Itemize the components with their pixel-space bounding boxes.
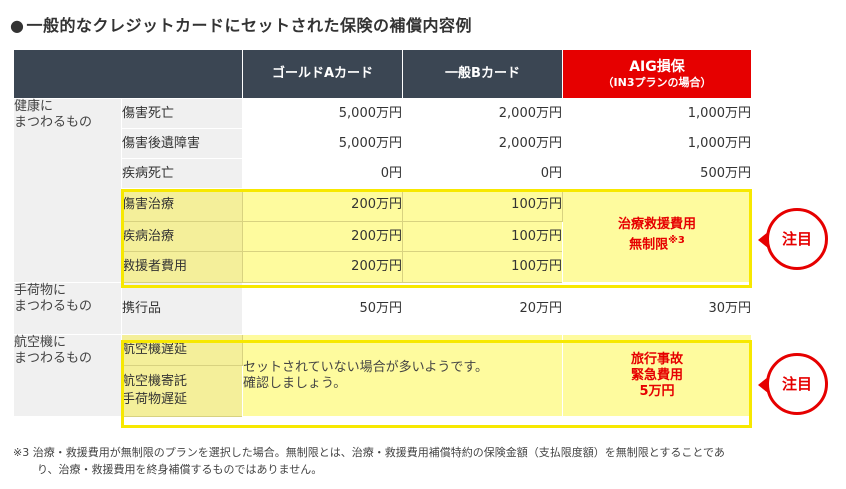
medical-unlimited-cell: 治療救援費用 無制限※3 <box>562 188 752 283</box>
group-baggage: 手荷物に まつわるもの <box>13 282 122 335</box>
row-aig-value: 30万円 <box>562 282 752 335</box>
table-row: 手荷物に まつわるもの 携行品 50万円 20万円 30万円 <box>13 282 752 335</box>
header-aig-main: AIG損保 <box>629 59 685 75</box>
table-row: 航空機寄託 手荷物遅延 <box>14 365 752 417</box>
page-title: ● 一般的なクレジットカードにセットされた保険の補償内容例 <box>10 12 472 36</box>
group-health: 健康に まつわるもの <box>13 98 122 283</box>
row-gold-value: 5,000万円 <box>242 128 403 159</box>
row-item: 携行品 <box>121 282 243 335</box>
table-header-row: ゴールドAカード 一般Bカード AIG損保 （IN3プランの場合） <box>13 49 752 99</box>
row-general-value: 2,000万円 <box>402 128 563 159</box>
travel-emergency-cell: 旅行事故 緊急費用 5万円 <box>562 334 752 417</box>
row-item: 疾病治療 <box>121 221 243 252</box>
row-aig-value: 1,000万円 <box>562 98 752 129</box>
row-item: 傷害治療 <box>121 188 243 222</box>
row-item: 疾病死亡 <box>121 158 243 189</box>
row-aig-value: 500万円 <box>562 158 752 189</box>
table-row: 傷害治療 200万円 100万円 治療救援費用 無制限※3 <box>14 188 752 283</box>
header-general-card: 一般Bカード <box>402 49 563 99</box>
row-general-value: 100万円 <box>402 221 563 252</box>
row-gold-value: 200万円 <box>242 221 403 252</box>
table-row: 疾病治療 200万円 100万円 <box>14 221 752 252</box>
row-general-value: 100万円 <box>402 251 563 283</box>
row-general-value: 2,000万円 <box>402 98 563 129</box>
not-set-note: セットされていない場合が多いようです。 確認しましょう。 <box>242 334 563 417</box>
footnote-line2: り、治療・救援費用を終身補償するものではありません。 <box>37 463 323 476</box>
title-text: 一般的なクレジットカードにセットされた保険の補償内容例 <box>26 16 472 35</box>
header-gold-card: ゴールドAカード <box>242 49 403 99</box>
row-item: 航空機遅延 <box>121 334 243 366</box>
header-blank <box>13 49 243 99</box>
table-row: 疾病死亡 0円 0円 500万円 <box>14 158 752 189</box>
row-gold-value: 200万円 <box>242 251 403 283</box>
row-item: 救援者費用 <box>121 251 243 283</box>
row-gold-value: 200万円 <box>242 188 403 222</box>
table-row: 傷害後遺障害 5,000万円 2,000万円 1,000万円 <box>14 128 752 159</box>
attention-badge-aircraft: 注目 <box>758 353 828 415</box>
group-aircraft: 航空機に まつわるもの <box>13 334 122 417</box>
coverage-comparison-table: ゴールドAカード 一般Bカード AIG損保 （IN3プランの場合） 健康に まつわ… <box>13 49 752 417</box>
row-item: 傷害死亡 <box>121 98 243 129</box>
row-item: 傷害後遺障害 <box>121 128 243 159</box>
row-general-value: 100万円 <box>402 188 563 222</box>
row-general-value: 20万円 <box>402 282 563 335</box>
header-aig: AIG損保 （IN3プランの場合） <box>562 49 752 99</box>
footnote-line1: ※3 治療・救援費用が無制限のプランを選択した場合。無制限とは、治療・救援費用補… <box>13 446 725 459</box>
row-aig-value: 1,000万円 <box>562 128 752 159</box>
table-row: 救援者費用 200万円 100万円 <box>14 251 752 283</box>
table-row: 航空機に まつわるもの 航空機遅延 セットされていない場合が多いようです。 確認し… <box>13 334 752 417</box>
row-gold-value: 50万円 <box>242 282 403 335</box>
row-general-value: 0円 <box>402 158 563 189</box>
table-row: 健康に まつわるもの 傷害死亡 5,000万円 2,000万円 1,000万円 <box>13 98 752 283</box>
attention-badge-medical: 注目 <box>758 208 828 270</box>
bullet-icon: ● <box>10 16 25 35</box>
footnote: ※3 治療・救援費用が無制限のプランを選択した場合。無制限とは、治療・救援費用補… <box>13 444 773 478</box>
header-aig-sub: （IN3プランの場合） <box>602 76 712 89</box>
row-gold-value: 5,000万円 <box>242 98 403 129</box>
row-item: 航空機寄託 手荷物遅延 <box>121 365 243 417</box>
row-gold-value: 0円 <box>242 158 403 189</box>
